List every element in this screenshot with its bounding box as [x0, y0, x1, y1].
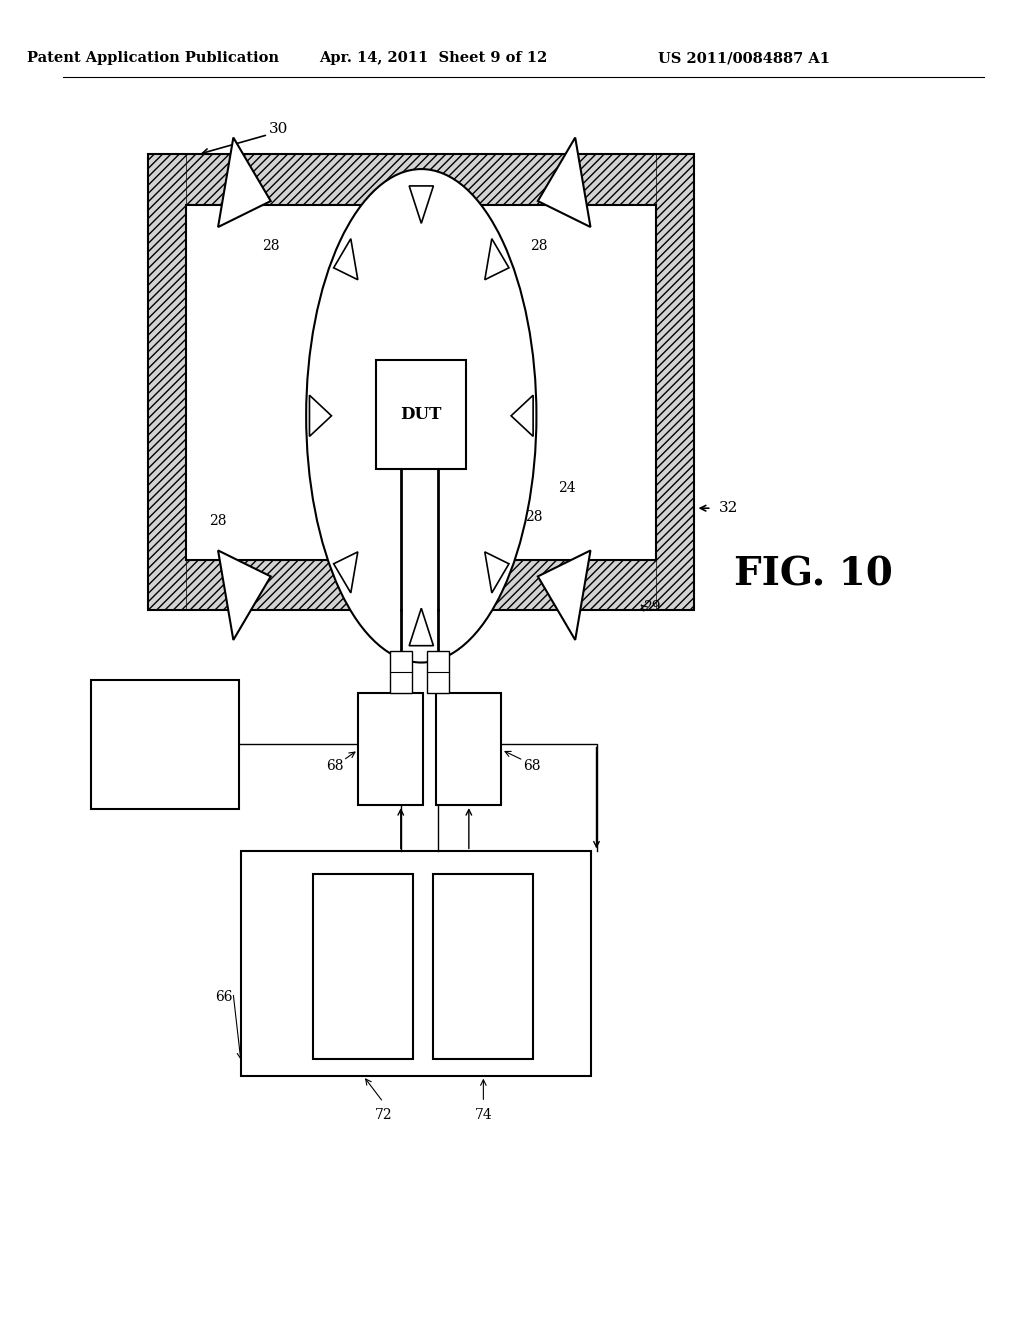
Text: 28: 28 — [262, 239, 280, 252]
Text: SHIFTER: SHIFTER — [457, 990, 511, 998]
Text: VNA: VNA — [266, 946, 281, 981]
Text: 72: 72 — [375, 1109, 392, 1122]
Text: PHASE: PHASE — [463, 944, 504, 952]
Polygon shape — [538, 550, 591, 640]
Text: TUNER: TUNER — [463, 723, 475, 775]
Bar — [433, 874, 534, 1059]
Ellipse shape — [306, 169, 537, 663]
Text: 32: 32 — [719, 502, 738, 515]
Text: SHIFTER: SHIFTER — [336, 990, 390, 998]
Text: 28: 28 — [524, 511, 542, 524]
Text: 26: 26 — [321, 482, 338, 495]
Polygon shape — [484, 552, 509, 593]
Polygon shape — [218, 137, 270, 227]
Text: Apr. 14, 2011  Sheet 9 of 12: Apr. 14, 2011 Sheet 9 of 12 — [319, 51, 548, 65]
Polygon shape — [511, 395, 534, 437]
Bar — [241, 851, 592, 1076]
Bar — [148, 560, 693, 610]
Bar — [390, 651, 413, 693]
Polygon shape — [309, 395, 332, 437]
Bar — [436, 693, 502, 805]
Bar — [91, 680, 239, 809]
Text: 68: 68 — [523, 759, 541, 772]
Text: DUT: DUT — [400, 407, 442, 422]
Polygon shape — [334, 552, 357, 593]
Text: FIG. 10: FIG. 10 — [733, 556, 893, 593]
Polygon shape — [218, 550, 270, 640]
Polygon shape — [410, 609, 433, 645]
Text: 28: 28 — [209, 515, 226, 528]
Bar — [313, 874, 414, 1059]
Text: 70: 70 — [93, 733, 111, 746]
Text: TUNER CONTROL: TUNER CONTROL — [109, 719, 221, 730]
Bar — [186, 205, 655, 560]
Polygon shape — [538, 137, 591, 227]
Bar — [148, 154, 693, 205]
Text: 24: 24 — [558, 482, 577, 495]
Text: 66: 66 — [216, 990, 233, 1003]
Bar — [655, 154, 693, 610]
Text: 68: 68 — [326, 759, 343, 772]
Text: US 2011/0084887 A1: US 2011/0084887 A1 — [657, 51, 829, 65]
Polygon shape — [410, 186, 433, 223]
Text: 29: 29 — [643, 601, 662, 614]
Bar — [148, 154, 693, 610]
Bar — [358, 693, 423, 805]
Text: 74: 74 — [474, 1109, 493, 1122]
Text: Patent Application Publication: Patent Application Publication — [27, 51, 279, 65]
Polygon shape — [484, 239, 509, 280]
Text: 30: 30 — [268, 123, 288, 136]
Bar — [376, 360, 466, 469]
Polygon shape — [334, 239, 357, 280]
Text: AMPLITUDE: AMPLITUDE — [327, 944, 400, 952]
Text: TUNER: TUNER — [384, 723, 397, 775]
Text: CIRCUITRY: CIRCUITRY — [129, 764, 201, 776]
Bar — [427, 651, 450, 693]
Text: 10: 10 — [478, 484, 496, 498]
Text: 28: 28 — [529, 239, 547, 252]
Bar — [148, 154, 186, 610]
